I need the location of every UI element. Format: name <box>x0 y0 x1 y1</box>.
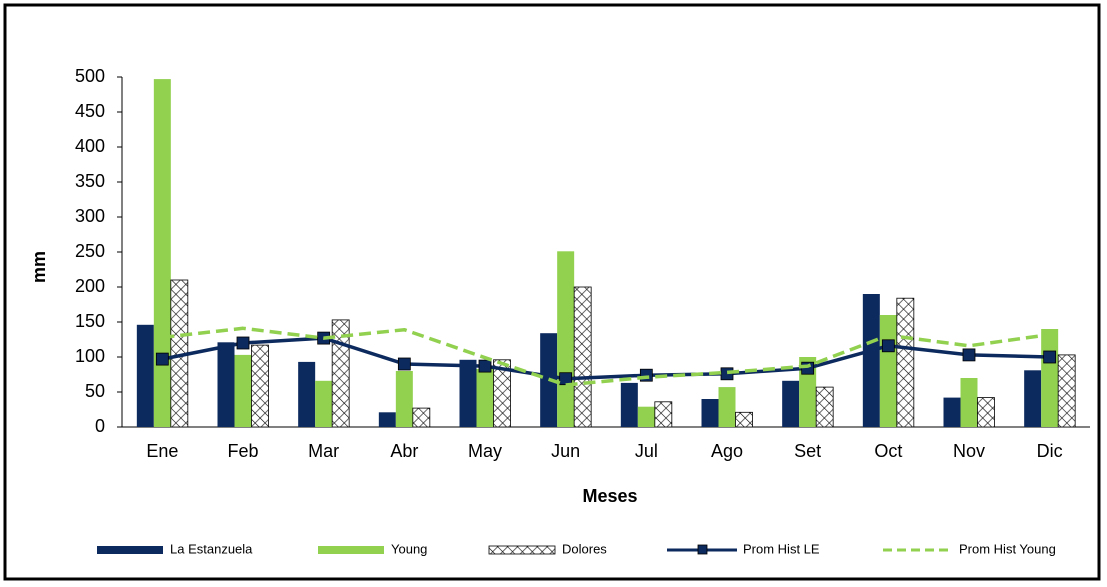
line-marker <box>1043 350 1057 364</box>
y-tick-label: 400 <box>75 136 105 156</box>
line-marker <box>881 339 895 353</box>
bar <box>960 378 978 427</box>
bar <box>620 382 638 427</box>
legend-swatch <box>318 546 384 554</box>
bar <box>298 361 316 427</box>
bar <box>654 401 673 428</box>
x-tick-label: Oct <box>874 441 902 461</box>
bar <box>136 324 154 427</box>
bar <box>718 387 736 427</box>
legend-label: Dolores <box>562 541 607 556</box>
y-tick-label: 100 <box>75 346 105 366</box>
bar <box>234 354 252 427</box>
legend-label: La Estanzuela <box>170 541 253 556</box>
bar <box>896 297 915 428</box>
x-tick-label: Dic <box>1037 441 1063 461</box>
bar <box>637 406 655 427</box>
bar <box>977 397 995 428</box>
x-tick-label: Set <box>794 441 821 461</box>
bar <box>1057 354 1076 428</box>
y-axis-title: mm <box>29 251 49 283</box>
y-tick-label: 0 <box>95 416 105 436</box>
bar <box>557 251 575 427</box>
y-tick-label: 450 <box>75 101 105 121</box>
bar <box>815 386 834 428</box>
x-tick-label: Ene <box>146 441 178 461</box>
bar <box>251 344 269 428</box>
legend-label: Young <box>391 541 427 556</box>
line-marker <box>236 336 250 350</box>
bar <box>217 342 235 427</box>
line-marker <box>155 352 169 366</box>
legend-label: Prom Hist LE <box>743 541 820 556</box>
x-tick-label: Abr <box>390 441 418 461</box>
bar <box>395 371 413 427</box>
bar <box>315 380 333 427</box>
y-tick-label: 250 <box>75 241 105 261</box>
bar <box>153 79 171 427</box>
line <box>162 326 1050 387</box>
line-marker <box>397 357 411 371</box>
bar <box>476 368 494 427</box>
legend-swatch <box>488 545 556 555</box>
legend-marker <box>697 544 708 555</box>
y-tick-label: 150 <box>75 311 105 331</box>
legend-label: Prom Hist Young <box>959 541 1056 556</box>
bar <box>862 294 880 427</box>
bar <box>378 412 396 427</box>
x-tick-label: Jul <box>635 441 658 461</box>
x-axis-title: Meses <box>582 486 637 506</box>
bar <box>879 315 897 427</box>
y-tick-label: 200 <box>75 276 105 296</box>
line-marker <box>962 348 976 362</box>
x-tick-label: Ago <box>711 441 743 461</box>
legend-swatch <box>97 546 163 554</box>
bar <box>735 411 753 428</box>
y-tick-label: 500 <box>75 66 105 86</box>
y-tick-label: 50 <box>85 381 105 401</box>
bar <box>782 380 800 427</box>
bar <box>943 397 961 427</box>
line-marker <box>478 359 492 373</box>
bar <box>412 407 431 428</box>
x-tick-label: May <box>468 441 502 461</box>
bar <box>701 399 719 427</box>
bar <box>1024 370 1042 427</box>
y-tick-label: 350 <box>75 171 105 191</box>
x-tick-label: Feb <box>227 441 258 461</box>
line-marker <box>801 361 815 375</box>
x-tick-label: Mar <box>308 441 339 461</box>
x-tick-label: Nov <box>953 441 985 461</box>
y-tick-label: 300 <box>75 206 105 226</box>
x-tick-label: Jun <box>551 441 580 461</box>
bar <box>459 359 477 427</box>
bar <box>1041 329 1059 427</box>
bar <box>573 286 592 428</box>
bar <box>493 359 511 428</box>
line <box>161 336 1050 381</box>
